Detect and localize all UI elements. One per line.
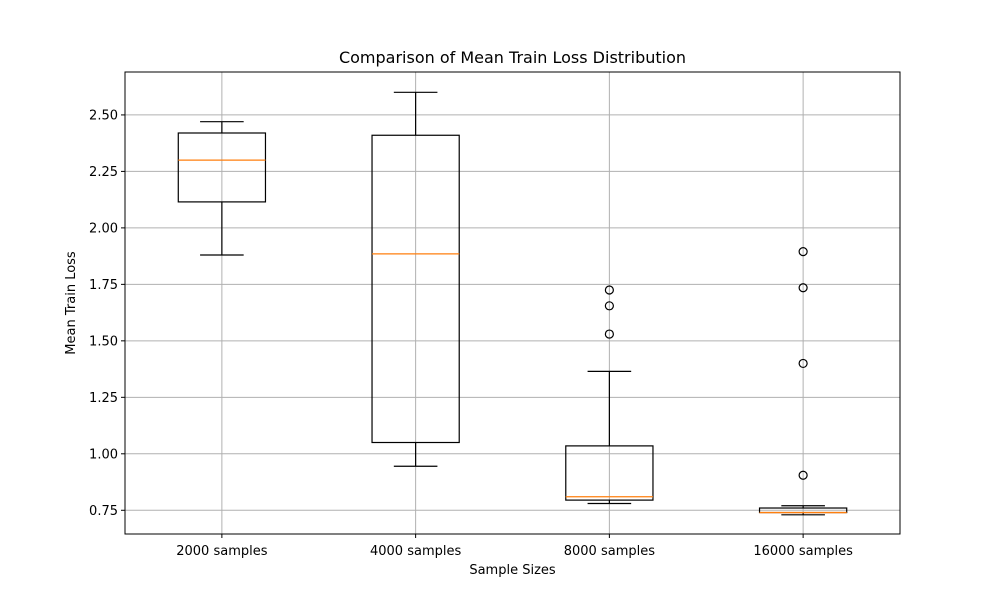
outlier-point: [798, 470, 808, 480]
outlier-point: [604, 329, 614, 339]
y-tick-label: 0.75: [89, 504, 118, 519]
y-tick-label: 1.75: [89, 278, 118, 293]
x-axis-label: Sample Sizes: [469, 563, 556, 578]
x-tick-label: 2000 samples: [176, 544, 267, 559]
box-group: [565, 285, 654, 505]
grid-lines: [125, 72, 900, 534]
y-tick-label: 1.25: [89, 391, 118, 406]
y-tick-label: 1.00: [89, 447, 118, 462]
outlier-point: [798, 247, 808, 257]
y-tick-label: 2.25: [89, 165, 118, 180]
iqr-box: [565, 445, 654, 501]
box-group: [177, 121, 267, 256]
x-tick-label: 8000 samples: [564, 544, 655, 559]
y-tick-label: 2.50: [89, 108, 118, 123]
iqr-box: [371, 134, 460, 444]
chart-title: Comparison of Mean Train Loss Distributi…: [339, 48, 686, 67]
x-tick-label: 16000 samples: [753, 544, 853, 559]
y-tick-label: 2.00: [89, 221, 118, 236]
iqr-box: [177, 132, 267, 203]
y-axis-label: Mean Train Loss: [64, 251, 79, 355]
y-axis-ticks: 0.75 1.00 1.25 1.50 1.75 2.00 2.25 2.50: [89, 108, 125, 519]
plot-area-frame: [124, 71, 901, 535]
outlier-point: [798, 283, 808, 293]
box-group: [371, 91, 460, 467]
outlier-point: [604, 285, 614, 295]
box-group: [758, 247, 848, 516]
x-tick-label: 4000 samples: [370, 544, 461, 559]
y-tick-label: 1.50: [89, 334, 118, 349]
outlier-point: [798, 358, 808, 369]
x-axis-ticks: 2000 samples 4000 samples 8000 samples 1600…: [176, 534, 853, 559]
outlier-point: [604, 301, 614, 311]
box-plot-series: [177, 91, 848, 516]
